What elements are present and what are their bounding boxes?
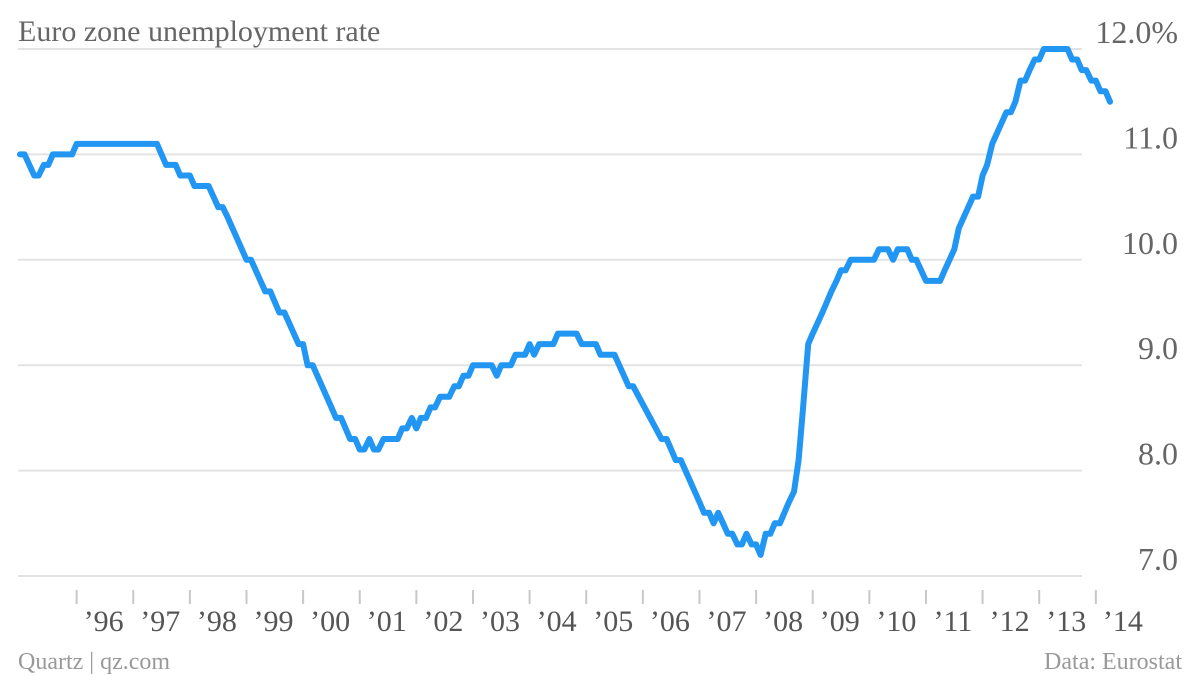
data-source: Data: Eurostat: [1044, 649, 1182, 675]
x-tick-label: ’05: [593, 605, 633, 638]
y-tick-label: 11.0: [1123, 119, 1178, 155]
y-axis-ticks: 12.0% 11.0 10.0 9.0 8.0 7.0: [1095, 14, 1178, 577]
chart-title: Euro zone unemployment rate: [18, 15, 380, 48]
series-layer: [17, 46, 1113, 558]
x-axis-ticks: ’96 ’97 ’98 ’99 ’00 ’01 ’02 ’03 ’04 ’05 ’06 ’07 ’08 ’…: [75, 590, 1143, 638]
x-tick-label: ’12: [990, 605, 1030, 638]
y-tick-label: 8.0: [1138, 436, 1178, 472]
gridlines: [18, 48, 1082, 577]
x-tick-label: ’06: [650, 605, 690, 638]
x-tick-label: ’99: [253, 605, 293, 638]
x-tick-label: ’96: [84, 605, 124, 638]
y-tick-label: 10.0: [1122, 225, 1178, 261]
y-tick-label: 7.0: [1138, 541, 1178, 577]
x-tick-label: ’09: [820, 605, 860, 638]
x-tick-label: ’03: [480, 605, 520, 638]
x-tick-label: ’98: [197, 605, 237, 638]
x-tick-label: ’13: [1046, 605, 1086, 638]
x-tick-label: ’04: [537, 605, 577, 638]
x-tick-label: ’01: [367, 605, 407, 638]
source-credit: Quartz | qz.com: [18, 649, 170, 675]
x-tick-label: ’11: [934, 605, 973, 638]
x-tick-label: ’10: [876, 605, 916, 638]
x-tick-label: ’07: [706, 605, 746, 638]
series-line-0: [17, 46, 1113, 558]
x-tick-label: ’02: [423, 605, 463, 638]
y-tick-label: 9.0: [1138, 330, 1178, 366]
x-tick-label: ’97: [140, 605, 180, 638]
y-tick-label: 12.0%: [1095, 14, 1178, 50]
x-tick-label: ’14: [1103, 605, 1143, 638]
x-tick-label: ’08: [763, 605, 803, 638]
x-tick-label: ’00: [310, 605, 350, 638]
